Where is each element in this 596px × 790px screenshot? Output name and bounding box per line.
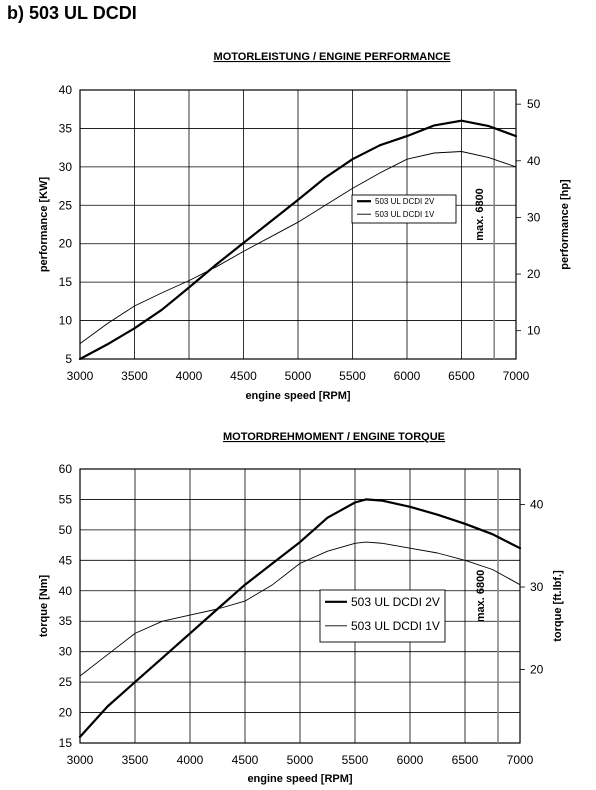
chart2-legend-box bbox=[319, 589, 446, 643]
chart2-y-axis-label: torque [Nm] bbox=[38, 575, 50, 638]
chart1-legend-box bbox=[351, 194, 457, 224]
chart2-series-line-1 bbox=[78, 498, 522, 738]
chart2-y-tick-label: 45 bbox=[59, 553, 73, 567]
chart2-x-tick-label: 4500 bbox=[232, 753, 259, 767]
chart1-max-rpm-label: max. 6800 bbox=[474, 188, 486, 241]
chart2-y2-tick-label: 40 bbox=[530, 497, 544, 511]
chart2-legend-label-1: 503 UL DCDI 2V bbox=[351, 595, 440, 609]
chart2-y2-axis-label: torque [ft.lbf.] bbox=[552, 570, 564, 642]
chart1-x-tick-label: 3000 bbox=[67, 369, 94, 383]
chart1-x-tick-label: 3500 bbox=[121, 369, 148, 383]
chart2-y2-tick-label: 20 bbox=[530, 663, 544, 677]
chart2-y-tick-label: 35 bbox=[59, 614, 73, 628]
chart1-x-tick-label: 6000 bbox=[394, 369, 421, 383]
chart1-legend-label-1: 503 UL DCDI 2V bbox=[375, 197, 435, 206]
chart2-x-tick-label: 6500 bbox=[452, 753, 479, 767]
chart1-y-tick-label: 30 bbox=[59, 160, 73, 174]
chart1-x-axis-label: engine speed [RPM] bbox=[245, 390, 350, 402]
chart2-x-tick-label: 6000 bbox=[397, 753, 424, 767]
chart2-series-line-2 bbox=[79, 541, 521, 677]
chart1-y2-tick-label: 40 bbox=[527, 154, 541, 168]
chart2-x-tick-label: 3500 bbox=[122, 753, 149, 767]
chart2-x-tick-label: 5500 bbox=[342, 753, 369, 767]
chart1-title: MOTORLEISTUNG / ENGINE PERFORMANCE bbox=[214, 51, 451, 63]
chart1-y-tick-label: 40 bbox=[59, 83, 73, 97]
chart2-x-tick-label: 7000 bbox=[507, 753, 534, 767]
chart1-x-tick-label: 5500 bbox=[339, 369, 366, 383]
chart2-y-tick-label: 40 bbox=[59, 584, 73, 598]
chart1-legend-label-2: 503 UL DCDI 1V bbox=[375, 210, 435, 219]
chart2-x-tick-label: 5000 bbox=[287, 753, 314, 767]
chart2-x-tick-label: 4000 bbox=[177, 753, 204, 767]
chart2-x-tick-label: 3000 bbox=[67, 753, 94, 767]
chart2-x-axis-label: engine speed [RPM] bbox=[247, 773, 352, 785]
chart1-y2-axis-label: performance [hp] bbox=[559, 179, 571, 270]
chart1-y-tick-label: 20 bbox=[59, 237, 73, 251]
chart2-y-tick-label: 55 bbox=[59, 492, 73, 506]
chart2-y2-tick-label: 30 bbox=[530, 580, 544, 594]
chart1-x-tick-label: 6500 bbox=[448, 369, 475, 383]
chart1-x-tick-label: 5000 bbox=[285, 369, 312, 383]
chart2-y-tick-label: 25 bbox=[59, 675, 73, 689]
chart1-y2-tick-label: 20 bbox=[527, 267, 541, 281]
page-heading: b) 503 UL DCDI bbox=[7, 3, 137, 23]
chart2-legend-label-2: 503 UL DCDI 1V bbox=[351, 619, 440, 633]
chart2-title: MOTORDREHMOMENT / ENGINE TORQUE bbox=[223, 431, 445, 443]
chart2-y-tick-label: 50 bbox=[59, 523, 73, 537]
chart1-x-tick-label: 4000 bbox=[176, 369, 203, 383]
chart2-y-tick-label: 30 bbox=[59, 645, 73, 659]
chart1-x-tick-label: 4500 bbox=[230, 369, 257, 383]
chart2-max-rpm-label: max. 6800 bbox=[475, 570, 487, 623]
chart2-y-tick-label: 60 bbox=[59, 462, 73, 476]
chart1-y-axis-label: performance [KW] bbox=[38, 176, 50, 272]
chart2-y-tick-label: 15 bbox=[59, 736, 73, 750]
chart1-x-tick-label: 7000 bbox=[503, 369, 530, 383]
chart1-series-line-2 bbox=[79, 151, 517, 345]
chart1-y-tick-label: 10 bbox=[59, 314, 73, 328]
chart1-y-tick-label: 15 bbox=[59, 275, 73, 289]
chart1-series-line-1 bbox=[78, 119, 518, 361]
chart1-y2-tick-label: 30 bbox=[527, 210, 541, 224]
chart2-y-tick-label: 20 bbox=[59, 706, 73, 720]
chart1-y-tick-label: 35 bbox=[59, 121, 73, 135]
chart1-y-tick-label: 5 bbox=[65, 352, 72, 366]
chart1-y2-tick-label: 50 bbox=[527, 97, 541, 111]
chart1-y2-tick-label: 10 bbox=[527, 324, 541, 338]
chart1-y-tick-label: 25 bbox=[59, 198, 73, 212]
